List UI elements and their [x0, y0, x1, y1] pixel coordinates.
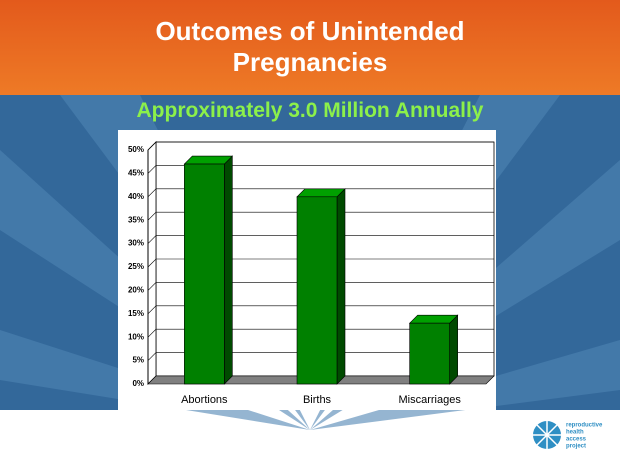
grid-line — [147, 165, 494, 174]
y-tick-label: 45% — [128, 169, 144, 178]
y-tick-label: 25% — [128, 262, 144, 271]
logo — [533, 421, 561, 449]
chart-title: Outcomes of Unintended Pregnancies — [155, 16, 465, 77]
x-tick-label: Births — [303, 394, 332, 406]
bar — [409, 322, 450, 385]
y-tick-label: 20% — [128, 286, 144, 295]
grid-line — [147, 211, 494, 221]
y-tick-label: 5% — [132, 356, 144, 365]
grid-line — [147, 141, 494, 151]
bar-top — [183, 155, 234, 165]
chart-subtitle: Approximately 3.0 Million Annually — [136, 99, 484, 122]
bar-side — [336, 188, 346, 385]
grid-line — [147, 328, 494, 338]
logo-text: health — [566, 430, 584, 436]
bar — [296, 196, 338, 385]
grid-line — [147, 352, 494, 361]
grid-line — [147, 188, 494, 198]
bar-side — [449, 314, 458, 385]
grid-line — [147, 235, 494, 244]
y-tick-label: 40% — [128, 192, 144, 201]
logo-text: access — [566, 437, 587, 443]
y-tick-label: 10% — [128, 332, 144, 341]
logo-text: project — [566, 444, 586, 450]
y-tick-label: 0% — [132, 379, 144, 388]
grid-line — [147, 258, 494, 268]
x-tick-label: Miscarriages — [398, 394, 461, 406]
bar-side — [224, 155, 233, 385]
bar-top — [296, 188, 346, 198]
y-tick-label: 15% — [128, 309, 144, 318]
y-tick-label: 50% — [128, 145, 144, 154]
bar — [184, 163, 225, 385]
grid-line — [147, 305, 494, 315]
title-band — [0, 0, 620, 95]
x-tick-label: Abortions — [181, 394, 228, 406]
logo-text: reproductive — [566, 423, 603, 429]
grid-line — [147, 282, 494, 291]
y-tick-label: 35% — [128, 215, 144, 224]
bar-top — [408, 314, 459, 324]
y-tick-label: 30% — [128, 239, 144, 248]
